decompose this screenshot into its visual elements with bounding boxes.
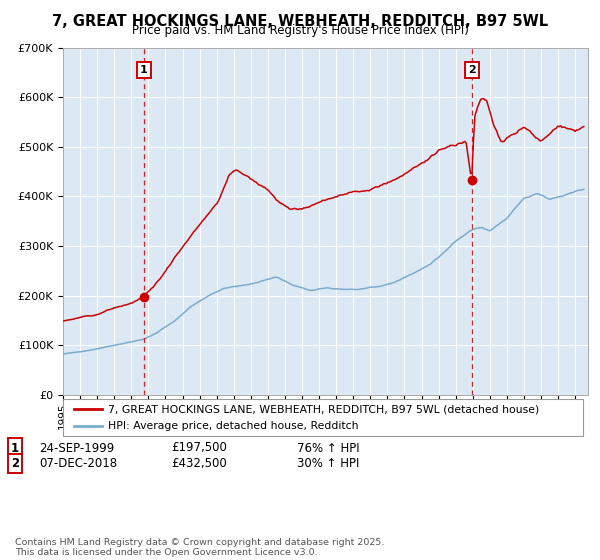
FancyBboxPatch shape	[63, 399, 583, 436]
Text: HPI: Average price, detached house, Redditch: HPI: Average price, detached house, Redd…	[107, 421, 358, 431]
Text: Price paid vs. HM Land Registry's House Price Index (HPI): Price paid vs. HM Land Registry's House …	[131, 24, 469, 37]
Text: 07-DEC-2018: 07-DEC-2018	[39, 457, 117, 470]
Text: 76% ↑ HPI: 76% ↑ HPI	[297, 441, 359, 455]
Text: Contains HM Land Registry data © Crown copyright and database right 2025.
This d: Contains HM Land Registry data © Crown c…	[15, 538, 385, 557]
Text: 2: 2	[11, 457, 19, 470]
Text: 30% ↑ HPI: 30% ↑ HPI	[297, 457, 359, 470]
Text: 7, GREAT HOCKINGS LANE, WEBHEATH, REDDITCH, B97 5WL: 7, GREAT HOCKINGS LANE, WEBHEATH, REDDIT…	[52, 14, 548, 29]
Text: 2: 2	[468, 65, 476, 75]
Text: 1: 1	[11, 441, 19, 455]
Text: 7, GREAT HOCKINGS LANE, WEBHEATH, REDDITCH, B97 5WL (detached house): 7, GREAT HOCKINGS LANE, WEBHEATH, REDDIT…	[107, 404, 539, 414]
Text: 1: 1	[140, 65, 148, 75]
Text: £432,500: £432,500	[171, 457, 227, 470]
Text: 24-SEP-1999: 24-SEP-1999	[39, 441, 114, 455]
Text: £197,500: £197,500	[171, 441, 227, 455]
